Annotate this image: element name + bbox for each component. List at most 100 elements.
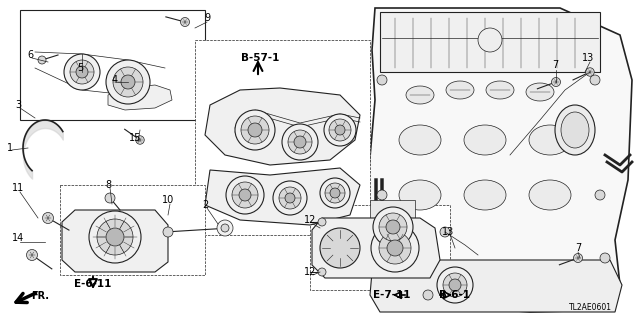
Circle shape — [443, 273, 467, 297]
Circle shape — [294, 136, 306, 148]
Text: 13: 13 — [582, 53, 594, 63]
Polygon shape — [312, 218, 440, 278]
Bar — [370, 200, 415, 255]
Circle shape — [437, 267, 473, 303]
Ellipse shape — [406, 86, 434, 104]
Circle shape — [163, 227, 173, 237]
Circle shape — [241, 116, 269, 144]
Ellipse shape — [526, 83, 554, 101]
Text: FR.: FR. — [31, 291, 49, 301]
Text: 13: 13 — [442, 227, 454, 237]
Text: 2: 2 — [202, 200, 208, 210]
Circle shape — [97, 219, 133, 255]
Circle shape — [38, 56, 46, 64]
Text: B-57-1: B-57-1 — [241, 53, 279, 63]
Text: 11: 11 — [12, 183, 24, 193]
Circle shape — [320, 228, 360, 268]
Polygon shape — [205, 88, 360, 165]
Circle shape — [279, 187, 301, 209]
Ellipse shape — [399, 180, 441, 210]
Text: 3: 3 — [15, 100, 21, 110]
Text: B-6-1: B-6-1 — [440, 290, 470, 300]
Ellipse shape — [561, 112, 589, 148]
Text: 7: 7 — [575, 243, 581, 253]
Ellipse shape — [486, 81, 514, 99]
Bar — [20, 10, 205, 120]
Text: 12: 12 — [304, 267, 316, 277]
Circle shape — [106, 228, 124, 246]
Ellipse shape — [529, 125, 571, 155]
Circle shape — [235, 110, 275, 150]
Circle shape — [121, 75, 135, 89]
Circle shape — [26, 250, 38, 260]
Bar — [195, 40, 370, 235]
Ellipse shape — [399, 125, 441, 155]
Ellipse shape — [464, 180, 506, 210]
Circle shape — [552, 77, 561, 86]
Circle shape — [318, 268, 326, 276]
Text: TL2AE0601: TL2AE0601 — [568, 303, 611, 313]
Circle shape — [377, 190, 387, 200]
Circle shape — [232, 182, 258, 208]
Circle shape — [320, 178, 350, 208]
Circle shape — [386, 220, 400, 234]
Ellipse shape — [555, 105, 595, 155]
Circle shape — [590, 75, 600, 85]
Circle shape — [64, 54, 100, 90]
Circle shape — [248, 123, 262, 137]
Polygon shape — [370, 260, 622, 312]
Text: 12: 12 — [304, 215, 316, 225]
Circle shape — [105, 193, 115, 203]
Circle shape — [379, 213, 407, 241]
Circle shape — [330, 188, 340, 198]
Circle shape — [70, 60, 94, 84]
Text: 10: 10 — [162, 195, 174, 205]
Bar — [310, 205, 450, 290]
Polygon shape — [205, 168, 360, 225]
Text: 7: 7 — [552, 60, 558, 70]
Circle shape — [273, 181, 307, 215]
Circle shape — [217, 220, 233, 236]
Ellipse shape — [529, 180, 571, 210]
Text: 15: 15 — [129, 133, 141, 143]
Bar — [380, 12, 600, 72]
Bar — [60, 185, 205, 275]
Circle shape — [325, 183, 345, 203]
Circle shape — [371, 224, 419, 272]
Circle shape — [335, 125, 345, 135]
Polygon shape — [368, 8, 632, 312]
Circle shape — [282, 124, 318, 160]
Polygon shape — [108, 85, 172, 110]
Text: 14: 14 — [12, 233, 24, 243]
Circle shape — [449, 279, 461, 291]
Circle shape — [221, 224, 229, 232]
Text: 8: 8 — [105, 180, 111, 190]
Circle shape — [586, 68, 595, 76]
Circle shape — [89, 211, 141, 263]
Text: 1: 1 — [7, 143, 13, 153]
Text: E-7-11: E-7-11 — [373, 290, 411, 300]
Circle shape — [600, 253, 610, 263]
Circle shape — [387, 240, 403, 256]
Circle shape — [478, 28, 502, 52]
Circle shape — [595, 190, 605, 200]
Text: 9: 9 — [204, 13, 210, 23]
Text: 4: 4 — [112, 75, 118, 85]
Ellipse shape — [464, 125, 506, 155]
Text: E-6-11: E-6-11 — [74, 279, 112, 289]
Ellipse shape — [446, 81, 474, 99]
Circle shape — [106, 60, 150, 104]
Text: 6: 6 — [27, 50, 33, 60]
Circle shape — [573, 253, 582, 262]
Circle shape — [379, 232, 411, 264]
Polygon shape — [62, 210, 168, 272]
Circle shape — [377, 75, 387, 85]
Circle shape — [329, 119, 351, 141]
Circle shape — [318, 218, 326, 226]
Circle shape — [226, 176, 264, 214]
Circle shape — [288, 130, 312, 154]
Circle shape — [180, 18, 189, 27]
Circle shape — [239, 189, 251, 201]
Circle shape — [324, 114, 356, 146]
Circle shape — [113, 67, 143, 97]
